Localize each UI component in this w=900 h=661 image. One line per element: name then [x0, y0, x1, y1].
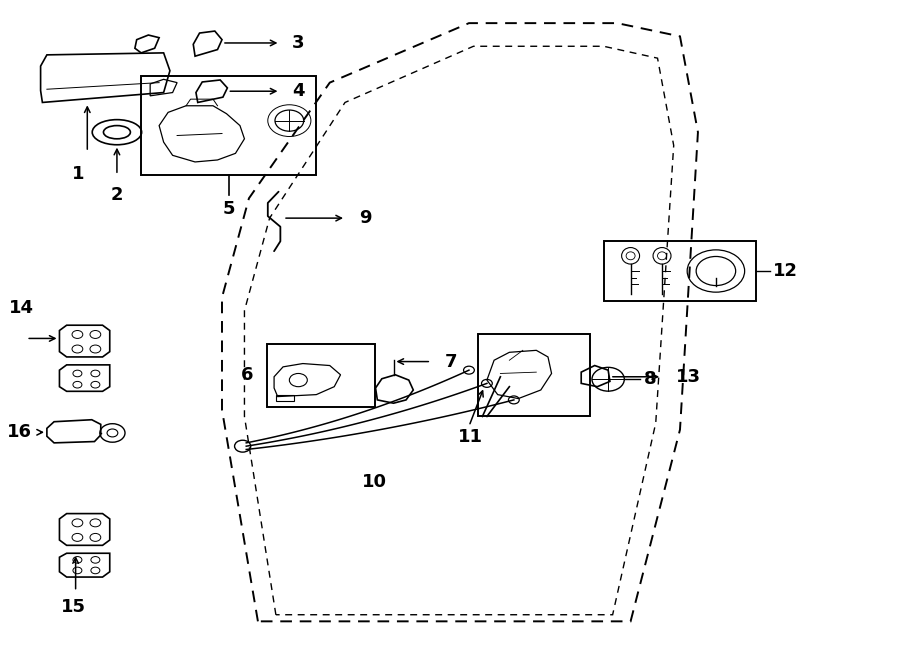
- Bar: [276, 395, 293, 401]
- Text: 12: 12: [772, 262, 797, 280]
- Bar: [267, 344, 374, 407]
- Text: 1: 1: [72, 165, 85, 183]
- Bar: [478, 334, 590, 416]
- Text: 16: 16: [6, 423, 32, 442]
- Text: 9: 9: [359, 209, 372, 227]
- Text: 2: 2: [111, 186, 123, 204]
- Bar: [604, 241, 756, 301]
- Text: 10: 10: [362, 473, 387, 490]
- Bar: [141, 76, 316, 175]
- Text: 3: 3: [292, 34, 304, 52]
- Text: 5: 5: [222, 200, 235, 218]
- Text: 15: 15: [61, 598, 86, 616]
- Text: 7: 7: [445, 352, 457, 371]
- Text: 13: 13: [676, 368, 700, 386]
- Text: 14: 14: [9, 299, 34, 317]
- Text: 6: 6: [241, 366, 254, 384]
- Text: 4: 4: [292, 82, 304, 100]
- Text: 8: 8: [644, 370, 657, 388]
- Text: 11: 11: [458, 428, 483, 446]
